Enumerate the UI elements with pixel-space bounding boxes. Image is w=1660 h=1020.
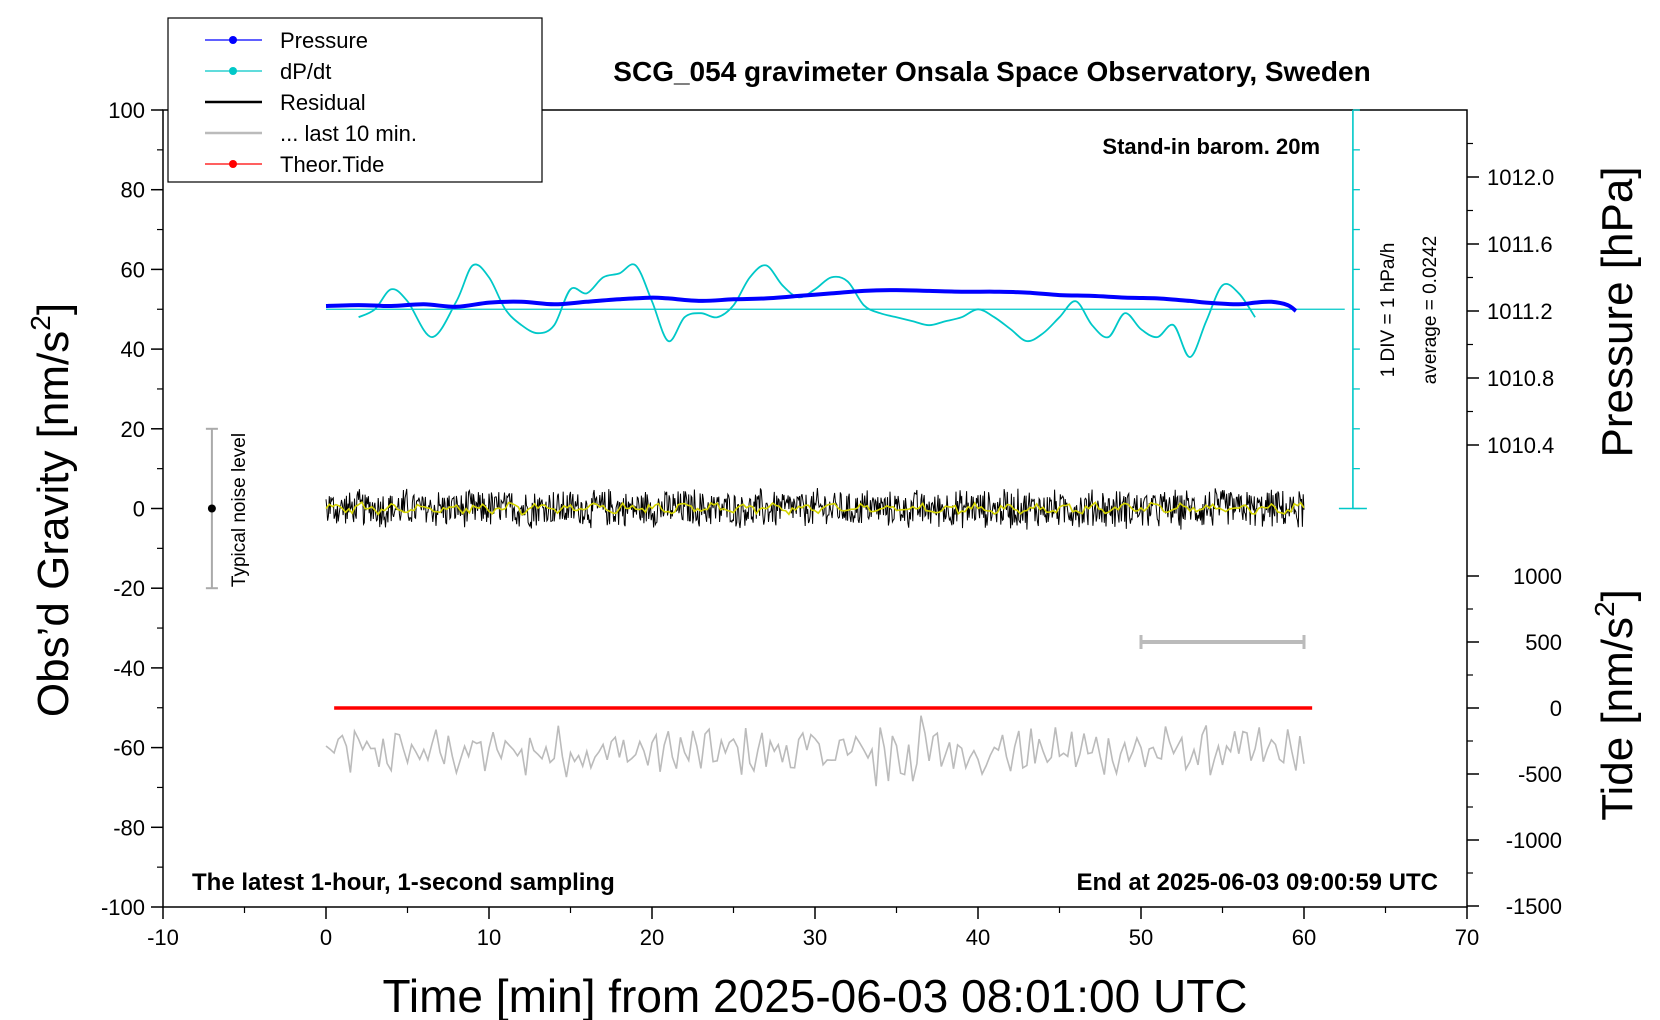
legend-box xyxy=(167,17,543,183)
y-tick-label-tide: 1000 xyxy=(1513,564,1562,589)
gravity-label-main: Obs’d Gravity [nm/s xyxy=(29,331,78,717)
x-tick-label: 20 xyxy=(640,925,664,950)
y-axis-label-gravity: Obs’d Gravity [nm/s2] xyxy=(25,303,78,717)
y-tick-label-tide: -1500 xyxy=(1506,894,1562,919)
legend-marker xyxy=(229,67,237,75)
y-axis-label-pressure: Pressure [hPa] xyxy=(1593,166,1642,457)
y-tick-label-tide: 500 xyxy=(1525,630,1562,655)
y-tick-label-gravity: 40 xyxy=(121,337,145,362)
y-tick-label-pressure: 1011.2 xyxy=(1487,299,1553,324)
legend-label: Residual xyxy=(280,90,366,115)
tide-label-end: ] xyxy=(1593,589,1642,601)
y-tick-label-gravity: -40 xyxy=(113,656,145,681)
end-time-annotation: End at 2025-06-03 09:00:59 UTC xyxy=(1077,869,1439,896)
axes: -10 0 10 20 30 40 50 60 70-100-80-60-40-20020406… xyxy=(101,98,1562,950)
series-residual-line xyxy=(325,487,1305,530)
legend-marker xyxy=(229,36,237,44)
y-tick-label-gravity: -100 xyxy=(101,895,145,920)
y-tick-label-gravity: 0 xyxy=(133,497,145,522)
gravity-label-sup: 2 xyxy=(25,315,56,331)
x-tick-label: 30 xyxy=(803,925,827,950)
legend-label: ... last 10 min. xyxy=(280,121,417,146)
y-tick-label-gravity: -60 xyxy=(113,736,145,761)
x-tick-label: 10 xyxy=(477,925,501,950)
series-residual-smoothed-line xyxy=(325,500,1305,516)
chart-title: SCG_054 gravimeter Onsala Space Observat… xyxy=(613,56,1370,87)
y-tick-label-pressure: 1010.8 xyxy=(1487,366,1554,391)
y-tick-label-pressure: 1010.4 xyxy=(1487,433,1554,458)
y-tick-label-pressure: 1012.0 xyxy=(1487,165,1554,190)
y-tick-label-gravity: 80 xyxy=(121,178,145,203)
y-tick-label-gravity: -80 xyxy=(113,815,145,840)
x-tick-label: 40 xyxy=(966,925,990,950)
legend: Pressure dP/dt Residual ... last 10 min. The… xyxy=(167,17,543,183)
y-tick-label-gravity: 20 xyxy=(121,417,145,442)
noise-bar-center xyxy=(207,504,216,513)
y-axis-label-tide: Tide [nm/s2] xyxy=(1589,589,1642,821)
sampling-annotation: The latest 1-hour, 1-second sampling xyxy=(192,869,615,896)
x-tick-label: 60 xyxy=(1292,925,1316,950)
y-tick-label-tide: -1000 xyxy=(1506,828,1562,853)
legend-label: Theor.Tide xyxy=(280,152,384,177)
gravity-label-end: ] xyxy=(29,303,78,315)
noise-level-label: Typical noise level xyxy=(229,433,250,587)
series-dpdt-line xyxy=(358,263,1256,358)
x-tick-label: 70 xyxy=(1455,925,1479,950)
y-tick-label-pressure: 1011.6 xyxy=(1487,232,1553,257)
x-tick-label: -10 xyxy=(147,925,179,950)
plot-data xyxy=(205,109,1367,787)
legend-marker xyxy=(229,160,237,168)
average-annotation: average = 0.0242 xyxy=(1420,236,1441,384)
y-tick-label-gravity: 60 xyxy=(121,257,145,282)
y-tick-label-tide: -500 xyxy=(1518,762,1562,787)
tide-label-sup: 2 xyxy=(1589,601,1620,617)
y-tick-label-gravity: -20 xyxy=(113,576,145,601)
tide-label-main: Tide [nm/s xyxy=(1593,617,1642,821)
legend-label: Pressure xyxy=(280,28,368,53)
series-pressure-line xyxy=(325,288,1298,313)
legend-label: dP/dt xyxy=(280,59,331,84)
x-axis-label: Time [min] from 2025-06-03 08:01:00 UTC xyxy=(383,970,1248,1020)
x-tick-label: 0 xyxy=(320,925,332,950)
y-tick-label-tide: 0 xyxy=(1550,696,1562,721)
series-last10-line xyxy=(325,715,1305,787)
x-tick-label: 50 xyxy=(1129,925,1153,950)
y-tick-label-gravity: 100 xyxy=(108,98,145,123)
div-scale-annotation: 1 DIV = 1 hPa/h xyxy=(1378,243,1399,378)
barometer-annotation: Stand-in barom. 20m xyxy=(1102,134,1320,159)
